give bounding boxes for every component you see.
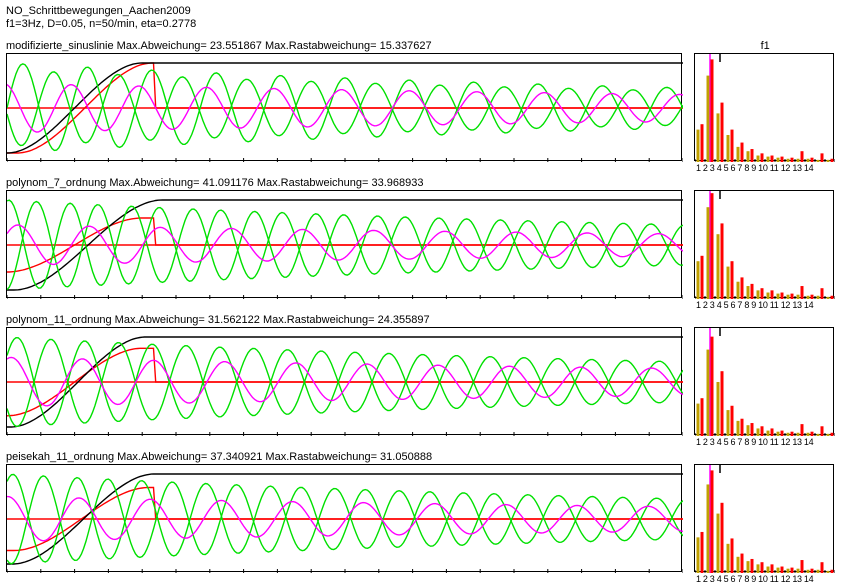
bar-chart-title bbox=[694, 177, 836, 189]
panel: peisekah_11_ordnung Max.Abweichung= 37.3… bbox=[6, 451, 836, 584]
spectrum-bar-chart bbox=[694, 464, 834, 572]
waveform-chart bbox=[6, 190, 682, 298]
bar-chart-title: f1 bbox=[694, 40, 836, 52]
bar-chart-title bbox=[694, 314, 836, 326]
waveform-chart bbox=[6, 464, 682, 572]
bar-x-labels: 1 2 3 4 5 6 7 8 9 10 11 12 13 14 bbox=[696, 437, 836, 447]
bar-x-labels: 1 2 3 4 5 6 7 8 9 10 11 12 13 14 bbox=[696, 300, 836, 310]
header-line-2: f1=3Hz, D=0.05, n=50/min, eta=0.2778 bbox=[6, 18, 836, 30]
spectrum-bar-chart bbox=[694, 190, 834, 298]
panels-container: modifizierte_sinuslinie Max.Abweichung= … bbox=[6, 40, 836, 584]
panel: modifizierte_sinuslinie Max.Abweichung= … bbox=[6, 40, 836, 173]
panel-title: peisekah_11_ordnung Max.Abweichung= 37.3… bbox=[6, 451, 682, 463]
bar-x-labels: 1 2 3 4 5 6 7 8 9 10 11 12 13 14 bbox=[696, 163, 836, 173]
panel-title: polynom_11_ordnung Max.Abweichung= 31.56… bbox=[6, 314, 682, 326]
waveform-chart bbox=[6, 53, 682, 161]
header-line-1: NO_Schrittbewegungen_Aachen2009 bbox=[6, 5, 836, 17]
panel-title: polynom_7_ordnung Max.Abweichung= 41.091… bbox=[6, 177, 682, 189]
panel: polynom_11_ordnung Max.Abweichung= 31.56… bbox=[6, 314, 836, 447]
spectrum-bar-chart bbox=[694, 327, 834, 435]
waveform-chart bbox=[6, 327, 682, 435]
panel: polynom_7_ordnung Max.Abweichung= 41.091… bbox=[6, 177, 836, 310]
panel-title: modifizierte_sinuslinie Max.Abweichung= … bbox=[6, 40, 682, 52]
spectrum-bar-chart bbox=[694, 53, 834, 161]
bar-chart-title bbox=[694, 451, 836, 463]
